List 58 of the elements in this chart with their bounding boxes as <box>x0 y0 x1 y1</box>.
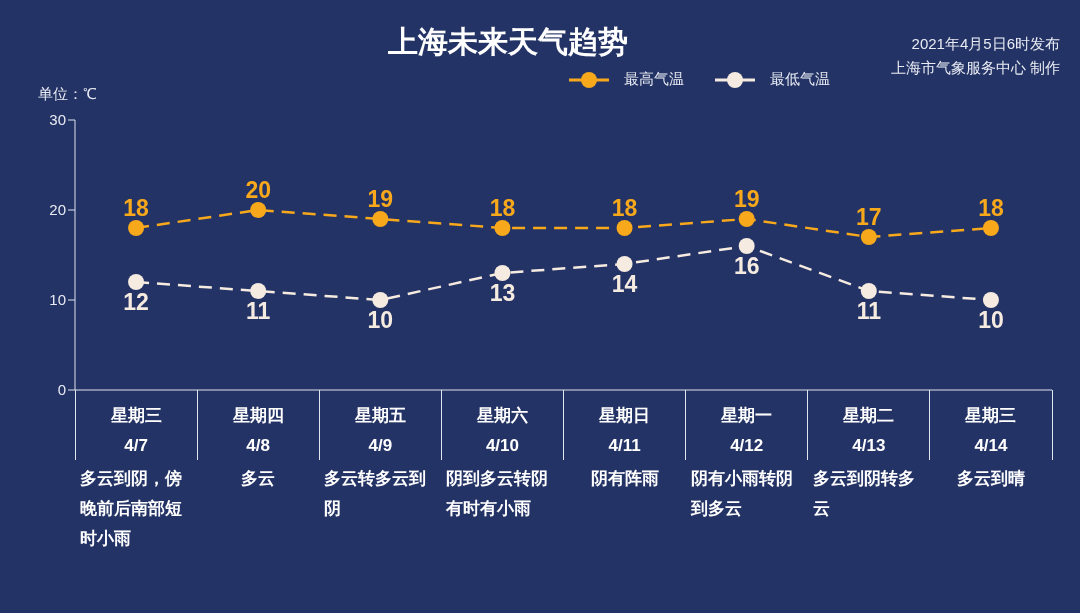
x-tick-label: 星期二 4/13 <box>842 406 895 455</box>
point <box>738 211 755 227</box>
text: 多云 <box>241 468 276 490</box>
text: 多云到阴，傍晚前后南部短时小雨 <box>80 468 183 550</box>
point <box>738 238 755 254</box>
data-label: 11 <box>246 298 271 325</box>
data-label: 10 <box>367 307 394 334</box>
point <box>494 220 511 236</box>
point <box>860 283 877 299</box>
data-label: 13 <box>489 280 516 307</box>
data-label: 16 <box>733 253 760 280</box>
text: 2021年4月5日6时发布 <box>910 34 1060 54</box>
point <box>128 220 145 236</box>
y-axis-title: 单位：℃ <box>38 84 97 104</box>
point <box>494 265 511 281</box>
data-label: 18 <box>611 195 638 221</box>
chart-title: 上海未来天气趋势 <box>388 25 628 58</box>
data-label: 18 <box>978 195 1004 221</box>
data-label: 18 <box>489 195 516 221</box>
point <box>372 211 389 227</box>
text: 阴到多云转阴有时有小雨 <box>446 468 550 520</box>
text: 多云到晴 <box>956 468 1025 490</box>
point <box>372 292 389 308</box>
data-label: 12 <box>123 289 149 316</box>
legend-label: 最低气温 <box>770 70 830 89</box>
x-tick-label: 星期五 4/9 <box>353 406 406 455</box>
data-label: 14 <box>611 271 638 298</box>
point <box>860 229 877 245</box>
text: 多云到阴转多云 <box>812 468 916 520</box>
text: 阴有小雨转阴到多云 <box>690 468 794 520</box>
point <box>982 292 999 308</box>
point <box>128 274 145 290</box>
point <box>982 220 999 236</box>
y-tick-label: 0 <box>57 381 66 399</box>
data-label: 20 <box>245 177 271 203</box>
data-label: 19 <box>367 186 394 212</box>
text: 上海市气象服务中心 制作 <box>890 58 1060 78</box>
x-tick-label: 星期四 4/8 <box>231 406 284 455</box>
data-label: 17 <box>856 204 882 230</box>
y-tick-label: 10 <box>49 291 66 309</box>
y-tick-label: 30 <box>49 111 66 129</box>
x-tick-label: 星期三 4/7 <box>109 406 162 455</box>
x-tick-label: 星期三 4/14 <box>964 406 1017 455</box>
text: 阴有阵雨 <box>590 468 659 490</box>
data-label: 10 <box>978 307 1004 334</box>
data-label: 18 <box>123 195 150 221</box>
point <box>616 220 633 236</box>
point <box>250 283 267 299</box>
point <box>616 256 633 272</box>
legend-label: 最高气温 <box>624 70 684 89</box>
x-tick-label: 星期日 4/11 <box>598 406 651 455</box>
data-label: 11 <box>856 298 882 325</box>
data-label: 19 <box>733 186 760 212</box>
x-tick-label: 星期六 4/10 <box>475 406 528 455</box>
text: 多云转多云到阴 <box>324 468 428 520</box>
y-tick-label: 20 <box>49 201 66 219</box>
point <box>250 202 267 218</box>
x-tick-label: 星期一 4/12 <box>720 406 773 455</box>
